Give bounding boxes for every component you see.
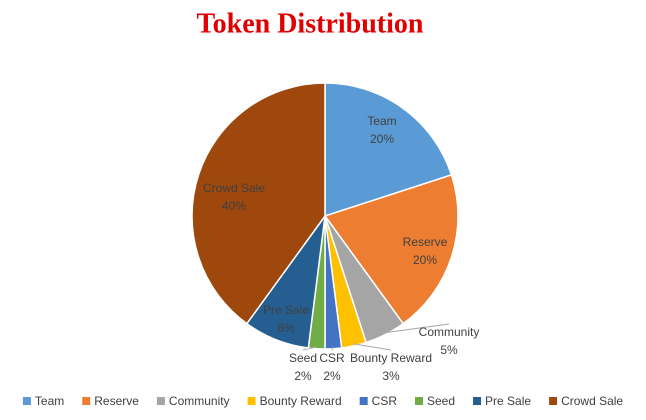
data-label-value: 2% [294, 369, 312, 383]
legend-swatch [359, 397, 368, 405]
data-label-name: Reserve [403, 235, 448, 249]
pie-slice [191, 82, 326, 325]
legend-swatch [549, 397, 558, 405]
data-label-name: Bounty Reward [350, 351, 432, 365]
legend-swatch [473, 397, 482, 405]
data-label-value: 40% [222, 199, 246, 213]
leader-line [331, 346, 334, 351]
legend-label: CSR [372, 394, 398, 408]
data-label-value: 20% [413, 253, 437, 267]
leader-line [384, 323, 450, 334]
legend-label: Crowd Sale [561, 394, 623, 408]
legend-swatch [82, 397, 91, 405]
legend-label: Reserve [94, 394, 139, 408]
legend-swatch [156, 397, 165, 405]
data-label-value: 3% [382, 369, 400, 383]
legend-swatch [415, 397, 424, 405]
leader-line [353, 343, 392, 351]
data-label-value: 20% [370, 132, 394, 146]
data-label-name: Team [367, 114, 396, 128]
data-label-name: CSR [319, 351, 345, 365]
data-label-name: Crowd Sale [203, 181, 265, 195]
pie-slice [324, 82, 453, 218]
data-label-name: Pre Sale [263, 303, 309, 317]
legend-label: Team [35, 394, 64, 408]
data-label-value: 8% [277, 321, 295, 335]
data-label-name: Seed [289, 351, 317, 365]
legend-label: Bounty Reward [260, 394, 342, 408]
legend-label: Seed [427, 394, 455, 408]
data-label-name: Community [419, 325, 480, 339]
legend-label: Pre Sale [485, 394, 531, 408]
chart-title: Token Distribution [197, 8, 424, 39]
pie-slice [323, 173, 459, 325]
legend-swatch [247, 397, 256, 405]
data-label-value: 5% [440, 343, 458, 357]
legend-swatch [22, 397, 31, 405]
leader-line [302, 346, 317, 351]
legend-label: Community [169, 394, 230, 408]
data-label-value: 2% [323, 369, 341, 383]
